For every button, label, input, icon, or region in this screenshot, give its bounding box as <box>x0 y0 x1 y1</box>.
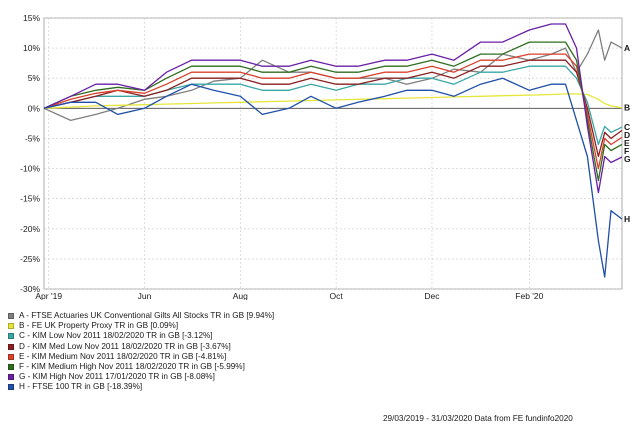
legend-swatch <box>8 313 14 320</box>
series-lines <box>43 23 623 278</box>
legend-swatch <box>8 343 14 350</box>
legend-swatch <box>8 384 14 391</box>
end-label-b: B <box>624 103 630 113</box>
legend-label: D - KIM Med Low Nov 2011 18/02/2020 TR i… <box>19 341 231 351</box>
x-tick-label: Feb '20 <box>515 291 543 300</box>
series-line-g <box>43 23 623 194</box>
end-label-f: F <box>624 146 629 156</box>
legend-swatch <box>8 333 14 340</box>
series-line-b <box>43 93 623 109</box>
legend-entry-g: G - KIM High Nov 2011 17/01/2020 TR in G… <box>8 372 274 382</box>
legend-entry-a: A - FTSE Actuaries UK Conventional Gilts… <box>8 311 274 321</box>
legend-swatch <box>8 353 14 360</box>
x-tick-label: Dec <box>424 291 440 300</box>
x-tick-label: Jun <box>138 291 152 300</box>
x-tick-label: Apr '19 <box>35 291 62 300</box>
y-tick-label: -10% <box>20 164 40 174</box>
legend-entry-d: D - KIM Med Low Nov 2011 18/02/2020 TR i… <box>8 342 274 352</box>
legend-swatch <box>8 374 14 381</box>
y-tick-label: 15% <box>23 13 40 23</box>
legend-label: C - KIM Low Nov 2011 18/02/2020 TR in GB… <box>19 331 213 341</box>
y-tick-label: -15% <box>20 194 40 204</box>
end-label-g: G <box>624 154 631 164</box>
y-tick-label: 5% <box>28 73 41 83</box>
y-tick-label: -25% <box>20 254 40 264</box>
legend: A - FTSE Actuaries UK Conventional Gilts… <box>8 311 274 393</box>
legend-entry-e: E - KIM Medium Nov 2011 18/02/2020 TR in… <box>8 352 274 362</box>
legend-entry-b: B - FE UK Property Proxy TR in GB [0.09%… <box>8 321 274 331</box>
legend-entry-f: F - KIM Medium High Nov 2011 18/02/2020 … <box>8 362 274 372</box>
end-label-e: E <box>624 138 630 148</box>
source-footer: 29/03/2019 - 31/03/2020 Data from FE fun… <box>383 414 573 423</box>
end-label-c: C <box>624 122 630 132</box>
legend-entry-c: C - KIM Low Nov 2011 18/02/2020 TR in GB… <box>8 331 274 341</box>
x-tick-label: Aug <box>233 291 248 300</box>
legend-swatch <box>8 323 14 330</box>
y-tick-label: 0% <box>28 103 41 113</box>
y-tick-label: -20% <box>20 224 40 234</box>
legend-entry-h: H - FTSE 100 TR in GB [-18.39%] <box>8 382 274 392</box>
y-tick-label: -5% <box>25 133 41 143</box>
legend-label: G - KIM High Nov 2011 17/01/2020 TR in G… <box>19 372 215 382</box>
end-label-d: D <box>624 130 630 140</box>
legend-label: F - KIM Medium High Nov 2011 18/02/2020 … <box>19 362 245 372</box>
plot-area <box>43 17 623 290</box>
x-axis-ticks: Apr '19 Jun Aug Oct Dec Feb '20 <box>35 291 543 300</box>
legend-label: E - KIM Medium Nov 2011 18/02/2020 TR in… <box>19 351 227 361</box>
series-line-h <box>43 77 623 278</box>
legend-swatch <box>8 364 14 371</box>
end-label-h: H <box>624 214 630 224</box>
y-tick-label: 10% <box>23 43 40 53</box>
y-tick-label: -30% <box>20 284 40 294</box>
legend-label: B - FE UK Property Proxy TR in GB [0.09%… <box>19 321 179 331</box>
end-label-a: A <box>624 43 630 53</box>
x-tick-label: Oct <box>330 291 344 300</box>
legend-label: A - FTSE Actuaries UK Conventional Gilts… <box>19 311 275 321</box>
legend-label: H - FTSE 100 TR in GB [-18.39%] <box>19 382 143 392</box>
performance-chart: 15% 10% 5% 0% -5% -10% -15% -20% -25% -30% Apr '1… <box>20 13 631 300</box>
y-axis-ticks: 15% 10% 5% 0% -5% -10% -15% -20% -25% -30% <box>20 13 40 294</box>
grid-lines <box>44 17 622 290</box>
series-line-f <box>43 41 623 182</box>
